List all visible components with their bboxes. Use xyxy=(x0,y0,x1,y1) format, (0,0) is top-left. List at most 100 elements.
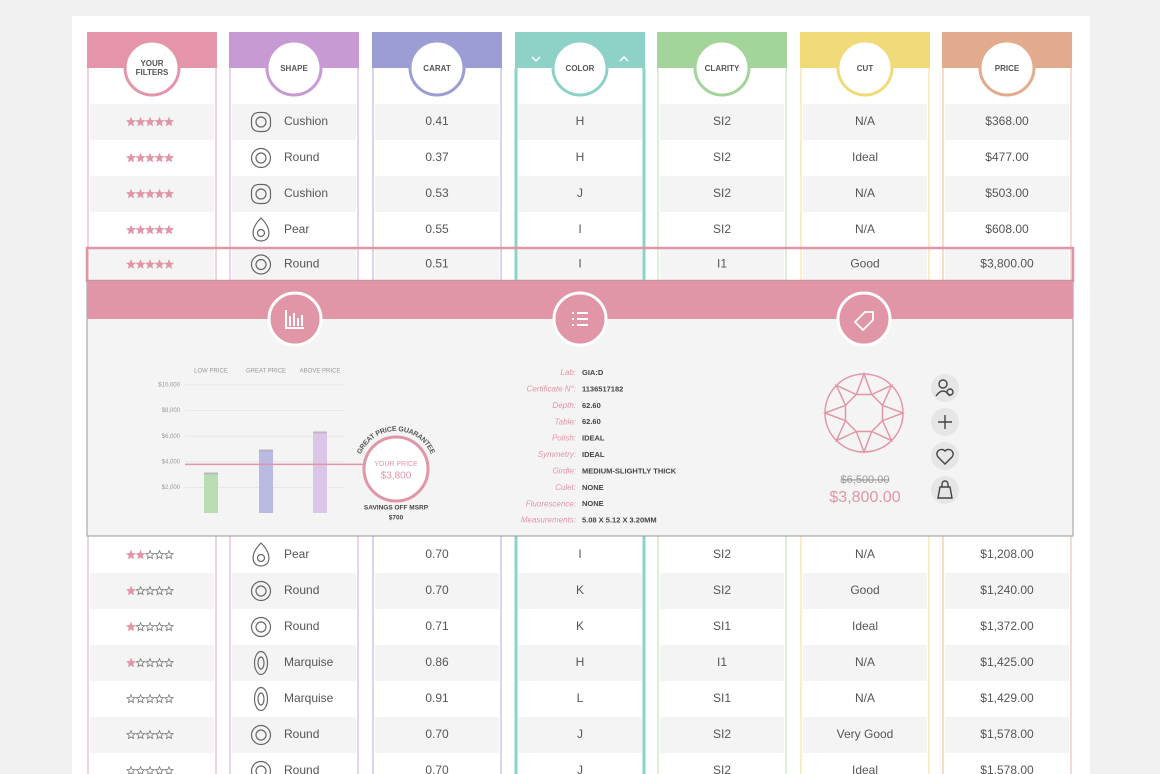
badge-price: $3,800 xyxy=(381,471,412,482)
shape-icon xyxy=(253,650,269,676)
cell-7-5: $1,240.00 xyxy=(980,583,1034,597)
outline xyxy=(250,724,272,746)
facet xyxy=(255,258,267,271)
y-tick-label: $4,000 xyxy=(162,459,181,465)
star xyxy=(135,585,146,596)
cell-7-5: $1,372.00 xyxy=(980,619,1034,633)
outline xyxy=(252,217,270,242)
column-header[interactable]: CLARITY xyxy=(704,63,740,73)
star xyxy=(163,621,175,632)
star xyxy=(135,765,146,774)
star xyxy=(154,693,165,704)
cell-7-5: $1,425.00 xyxy=(980,655,1034,669)
star xyxy=(163,657,175,668)
row-bg xyxy=(660,104,784,140)
outline xyxy=(253,686,269,712)
star xyxy=(125,188,137,199)
row-bg xyxy=(803,645,927,681)
facets xyxy=(822,371,906,455)
outline xyxy=(250,760,272,774)
spec-value: IDEAL xyxy=(582,434,605,443)
header-box: PRICE xyxy=(994,63,1020,73)
spec-label: Symmetry: xyxy=(538,450,576,459)
header-circle xyxy=(123,39,181,97)
header-box: CUT xyxy=(856,63,874,73)
row-bg xyxy=(518,176,642,212)
star xyxy=(163,585,175,596)
cell-7-2: K xyxy=(576,619,584,633)
star xyxy=(163,765,175,774)
row-bg xyxy=(945,248,1069,281)
row-bg xyxy=(232,717,356,753)
column-header[interactable]: SHAPE xyxy=(280,63,308,73)
savings: $700 xyxy=(389,515,404,522)
shape-icon xyxy=(250,760,272,774)
diamond-illustration xyxy=(822,371,906,455)
column-header[interactable]: PRICE xyxy=(994,63,1020,73)
star xyxy=(125,224,137,235)
spec-value: IDEAL xyxy=(582,450,605,459)
cell-7-1: 0.91 xyxy=(425,691,449,705)
favorite-icon xyxy=(936,448,954,465)
row-bg xyxy=(803,717,927,753)
star xyxy=(135,621,146,632)
star xyxy=(163,259,175,269)
cell-7-2: J xyxy=(577,727,583,741)
cell-7-5: $1,208.00 xyxy=(980,547,1034,561)
spec-value: NONE xyxy=(582,499,604,508)
head xyxy=(938,379,948,389)
row-bg xyxy=(232,248,356,281)
cell-7-2: H xyxy=(576,150,585,164)
outline xyxy=(250,254,272,275)
column-header[interactable]: CUT xyxy=(856,63,874,73)
row-bg xyxy=(232,573,356,609)
star xyxy=(163,729,175,740)
row-bg xyxy=(375,717,499,753)
cell-7-3: SI2 xyxy=(713,186,731,200)
rating xyxy=(125,152,175,163)
row-bg xyxy=(232,176,356,212)
row-bg xyxy=(660,573,784,609)
star xyxy=(154,259,165,269)
cell-7-1: 0.70 xyxy=(425,763,449,774)
star xyxy=(125,729,137,740)
cell-7-3: SI2 xyxy=(713,150,731,164)
row-bg xyxy=(803,248,927,281)
favorite-button[interactable] xyxy=(931,442,959,470)
column-header[interactable]: COLOR xyxy=(565,63,595,73)
outline xyxy=(250,580,272,602)
facet xyxy=(255,729,267,741)
star xyxy=(144,152,156,163)
cell-7-1: 0.86 xyxy=(425,655,449,669)
star xyxy=(125,259,137,269)
star xyxy=(163,152,175,163)
cell-7-2: I xyxy=(578,257,581,271)
spec-value: GIA:D xyxy=(582,368,604,377)
row-bg xyxy=(660,717,784,753)
facet xyxy=(255,621,267,633)
star xyxy=(144,224,156,235)
star xyxy=(154,585,165,596)
star xyxy=(144,693,156,704)
rating xyxy=(125,549,175,560)
header-box: CLARITY xyxy=(704,63,740,73)
rating xyxy=(125,729,175,740)
rating xyxy=(125,765,175,774)
cell-7-0: Cushion xyxy=(284,114,328,128)
row-bg xyxy=(518,248,642,281)
cell-7-0: Round xyxy=(284,257,319,271)
column-header[interactable]: CARAT xyxy=(423,63,451,73)
spec-value: 1136517182 xyxy=(582,384,623,393)
user-icon xyxy=(935,379,954,397)
cell-7-0: Pear xyxy=(284,222,309,236)
bar-cap xyxy=(204,472,218,475)
star xyxy=(154,729,165,740)
rating xyxy=(125,116,175,127)
cart-button[interactable] xyxy=(931,476,959,504)
cell-7-2: H xyxy=(576,114,585,128)
rating xyxy=(125,188,175,199)
star xyxy=(154,621,165,632)
facet xyxy=(257,656,265,670)
column-header[interactable]: YOUR FILTERS xyxy=(135,59,169,77)
star xyxy=(154,152,165,163)
